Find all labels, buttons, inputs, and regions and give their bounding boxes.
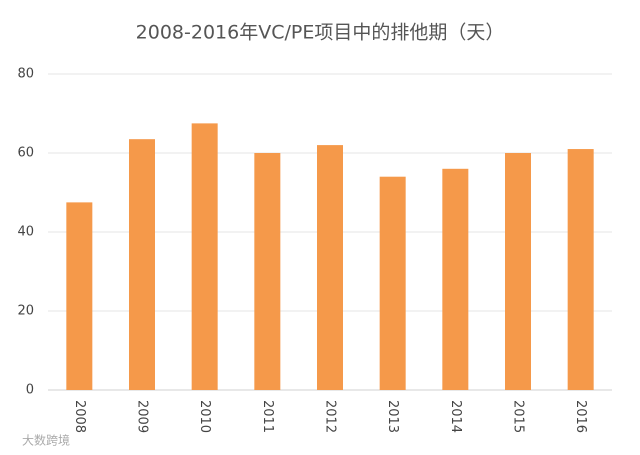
x-tick-label: 2008: [72, 400, 87, 433]
x-tick-label: 2016: [573, 400, 588, 433]
x-tick-label: 2015: [511, 400, 526, 433]
y-tick-label: 60: [17, 146, 34, 161]
x-tick-label: 2014: [448, 400, 463, 433]
bar: [254, 153, 281, 390]
y-tick-label: 0: [26, 383, 34, 398]
y-tick-label: 40: [17, 225, 34, 240]
bar: [191, 123, 218, 390]
bar: [505, 153, 531, 390]
bar: [567, 149, 594, 390]
y-tick-label: 20: [17, 304, 34, 319]
watermark: 大数跨境: [22, 433, 70, 448]
x-tick-label: 2009: [135, 400, 150, 433]
x-tick-label: 2013: [385, 400, 400, 433]
bar: [317, 145, 343, 390]
chart-title: 2008-2016年VC/PE项目中的排他期（天）: [136, 22, 505, 44]
x-tick-label: 2012: [323, 400, 338, 433]
y-tick-label: 80: [17, 67, 34, 82]
x-tick-label: 2011: [260, 400, 275, 433]
bar: [66, 202, 93, 390]
x-tick-label: 2010: [197, 400, 212, 433]
bar: [129, 139, 155, 390]
bar: [442, 168, 469, 390]
bar: [379, 176, 406, 390]
